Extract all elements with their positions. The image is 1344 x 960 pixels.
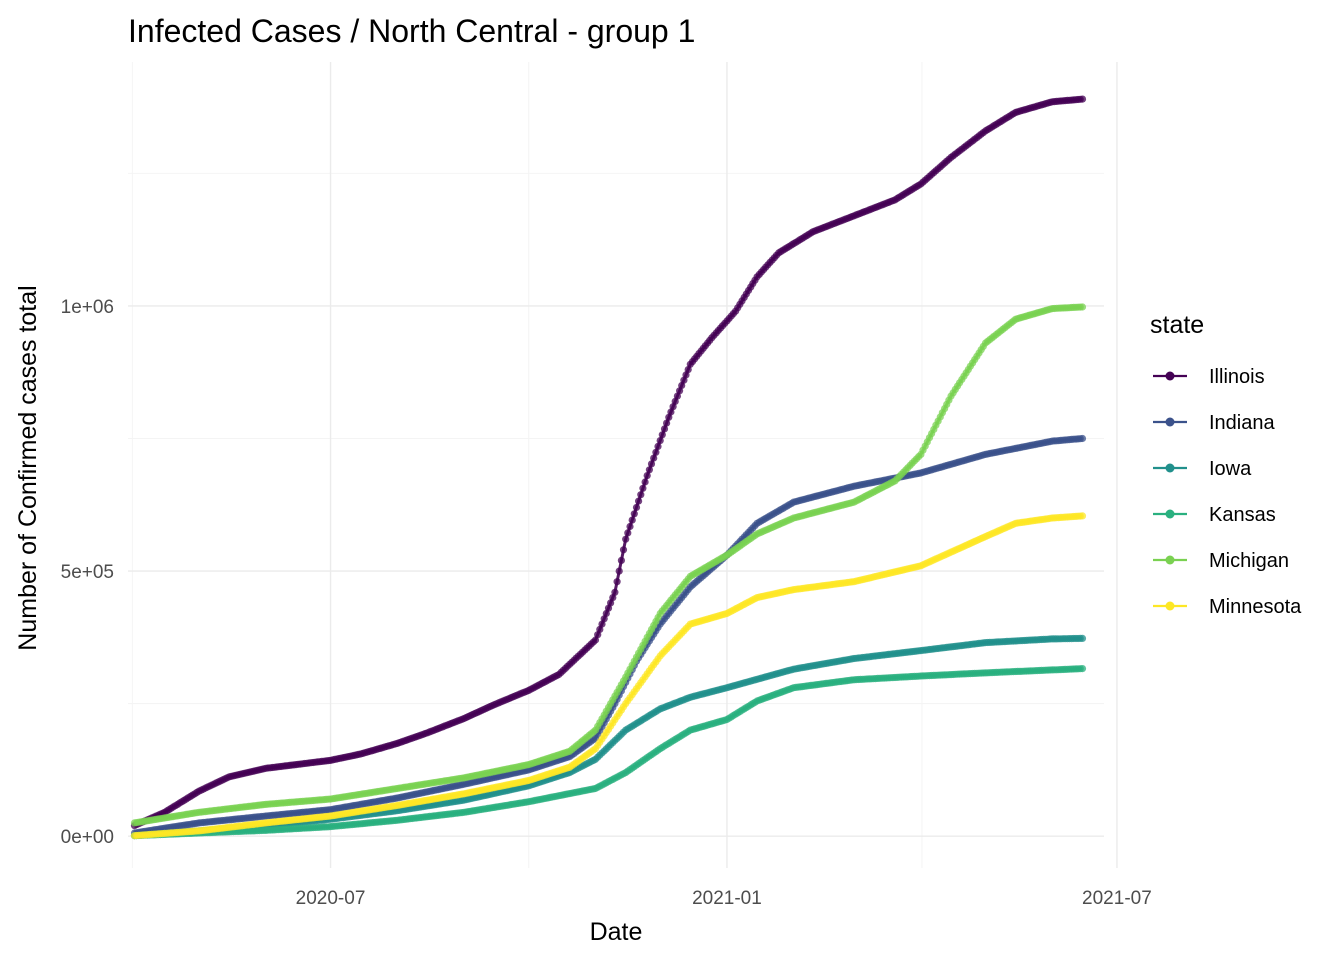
- legend-label: Michigan: [1209, 550, 1289, 572]
- data-point: [656, 437, 664, 445]
- data-point: [658, 431, 666, 439]
- x-tick-label: 2020-07: [296, 888, 366, 909]
- data-point: [635, 497, 643, 505]
- series-michigan: [130, 303, 1087, 827]
- data-point: [626, 522, 634, 531]
- data-point: [660, 425, 669, 433]
- y-axis-title: Number of Confirmed cases total: [14, 285, 42, 650]
- legend-key-point: [1165, 417, 1175, 427]
- data-point: [637, 491, 645, 499]
- data-point: [617, 556, 626, 565]
- data-point: [624, 529, 632, 537]
- series-iowa: [130, 634, 1087, 840]
- legend-label: Kansas: [1209, 504, 1276, 526]
- x-tick-label: 2021-01: [692, 888, 762, 909]
- series-minnesota: [130, 512, 1087, 840]
- data-point: [639, 484, 647, 492]
- x-axis-title: Date: [590, 918, 643, 946]
- legend-item-illinois: Illinois: [1153, 366, 1265, 388]
- legend-key-point: [1165, 371, 1175, 381]
- data-point: [613, 578, 621, 586]
- legend-label: Illinois: [1209, 366, 1265, 388]
- data-point: [1078, 303, 1087, 311]
- x-tick-label: 2021-07: [1082, 888, 1152, 909]
- data-point: [611, 588, 619, 596]
- data-point: [643, 472, 651, 480]
- legend-key-point: [1165, 509, 1175, 519]
- y-tick-label: 0e+00: [61, 827, 114, 848]
- data-point: [645, 466, 654, 474]
- chart-axes: 2020-07 2021-01 2021-07 0e+00 5e+05 1e+06: [61, 297, 1152, 909]
- legend-item-iowa: Iowa: [1153, 458, 1252, 480]
- data-point: [632, 503, 641, 511]
- data-point: [615, 567, 623, 575]
- data-point: [1078, 512, 1087, 520]
- legend-label: Iowa: [1209, 458, 1252, 480]
- legend-key-point: [1165, 555, 1175, 565]
- legend-item-indiana: Indiana: [1153, 412, 1275, 434]
- series-indiana: [130, 434, 1087, 837]
- legend-key-point: [1165, 463, 1175, 473]
- data-point: [654, 442, 662, 450]
- data-point: [628, 516, 636, 524]
- data-point: [1078, 434, 1087, 443]
- chart-legend: state Illinois Indiana Iowa Kansas Michigan Mi…: [1150, 311, 1302, 618]
- chart-gridlines: [128, 62, 1118, 868]
- series-line: [134, 667, 1083, 838]
- data-point: [1078, 634, 1087, 643]
- data-point: [630, 510, 638, 518]
- data-point: [1078, 665, 1087, 673]
- data-point: [647, 460, 656, 468]
- legend-item-minnesota: Minnesota: [1153, 596, 1302, 618]
- data-point: [622, 535, 630, 543]
- data-point: [619, 546, 628, 554]
- data-point: [1078, 95, 1087, 103]
- legend-key-point: [1165, 601, 1175, 611]
- data-point: [641, 478, 649, 486]
- y-tick-label: 1e+06: [61, 297, 114, 318]
- series-line: [134, 437, 1083, 835]
- y-tick-label: 5e+05: [61, 562, 114, 583]
- chart-series: [130, 95, 1087, 840]
- data-point: [650, 454, 658, 462]
- data-point: [652, 448, 660, 456]
- legend-title: state: [1150, 311, 1204, 339]
- legend-item-kansas: Kansas: [1153, 504, 1276, 526]
- legend-label: Indiana: [1209, 412, 1275, 434]
- chart-title: Infected Cases / North Central - group 1: [128, 13, 695, 49]
- legend-item-michigan: Michigan: [1153, 550, 1289, 572]
- data-point: [663, 419, 671, 427]
- legend-label: Minnesota: [1209, 596, 1302, 618]
